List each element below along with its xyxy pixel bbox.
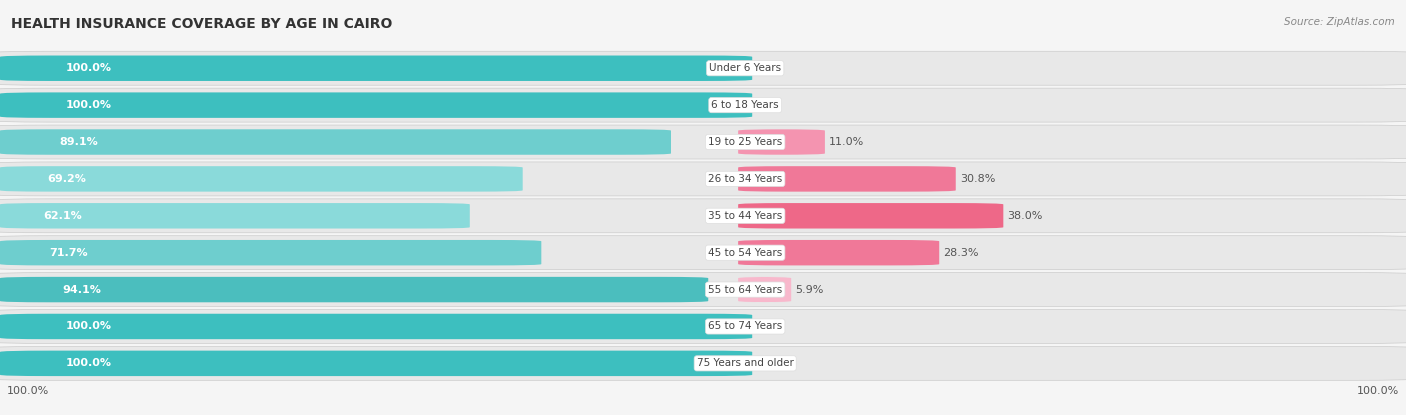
Text: 69.2%: 69.2% <box>48 174 87 184</box>
FancyBboxPatch shape <box>0 166 523 192</box>
FancyBboxPatch shape <box>0 351 752 376</box>
FancyBboxPatch shape <box>0 129 671 155</box>
FancyBboxPatch shape <box>0 310 1406 344</box>
FancyBboxPatch shape <box>0 236 1406 270</box>
Text: Under 6 Years: Under 6 Years <box>709 63 782 73</box>
Text: 62.1%: 62.1% <box>44 211 82 221</box>
Text: 94.1%: 94.1% <box>62 285 101 295</box>
FancyBboxPatch shape <box>738 129 825 155</box>
Text: 11.0%: 11.0% <box>830 137 865 147</box>
FancyBboxPatch shape <box>738 277 792 302</box>
FancyBboxPatch shape <box>0 56 752 81</box>
Text: 45 to 54 Years: 45 to 54 Years <box>709 248 782 258</box>
Text: 35 to 44 Years: 35 to 44 Years <box>709 211 782 221</box>
FancyBboxPatch shape <box>0 314 752 339</box>
Text: 38.0%: 38.0% <box>1008 211 1043 221</box>
Text: 100.0%: 100.0% <box>66 359 112 369</box>
Text: 26 to 34 Years: 26 to 34 Years <box>709 174 782 184</box>
FancyBboxPatch shape <box>0 88 1406 122</box>
Text: Source: ZipAtlas.com: Source: ZipAtlas.com <box>1284 17 1395 27</box>
Text: 100.0%: 100.0% <box>66 100 112 110</box>
Text: 65 to 74 Years: 65 to 74 Years <box>709 322 782 332</box>
FancyBboxPatch shape <box>0 51 1406 85</box>
FancyBboxPatch shape <box>0 273 1406 307</box>
FancyBboxPatch shape <box>738 203 1004 229</box>
FancyBboxPatch shape <box>738 166 956 192</box>
Text: 100.0%: 100.0% <box>66 63 112 73</box>
FancyBboxPatch shape <box>0 199 1406 233</box>
FancyBboxPatch shape <box>0 347 1406 380</box>
Text: 5.9%: 5.9% <box>796 285 824 295</box>
FancyBboxPatch shape <box>0 203 470 229</box>
FancyBboxPatch shape <box>0 277 709 302</box>
Text: 100.0%: 100.0% <box>66 322 112 332</box>
Text: 19 to 25 Years: 19 to 25 Years <box>709 137 782 147</box>
FancyBboxPatch shape <box>0 240 541 266</box>
Text: HEALTH INSURANCE COVERAGE BY AGE IN CAIRO: HEALTH INSURANCE COVERAGE BY AGE IN CAIR… <box>11 17 392 31</box>
Text: 100.0%: 100.0% <box>7 386 49 396</box>
Text: 71.7%: 71.7% <box>49 248 87 258</box>
Text: 89.1%: 89.1% <box>59 137 98 147</box>
Text: 100.0%: 100.0% <box>1357 386 1399 396</box>
Text: 30.8%: 30.8% <box>960 174 995 184</box>
Text: 6 to 18 Years: 6 to 18 Years <box>711 100 779 110</box>
Text: 55 to 64 Years: 55 to 64 Years <box>709 285 782 295</box>
Text: 75 Years and older: 75 Years and older <box>697 359 793 369</box>
FancyBboxPatch shape <box>738 240 939 266</box>
FancyBboxPatch shape <box>0 125 1406 159</box>
Text: 28.3%: 28.3% <box>943 248 979 258</box>
FancyBboxPatch shape <box>0 162 1406 196</box>
FancyBboxPatch shape <box>0 93 752 118</box>
